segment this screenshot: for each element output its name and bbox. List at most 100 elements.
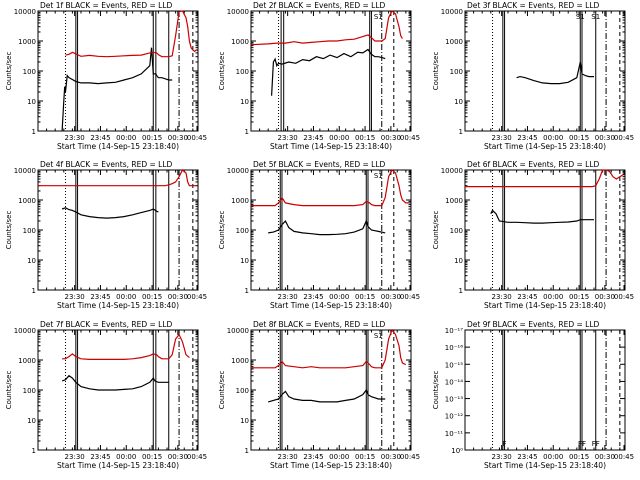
x-tick-label: 23:45 (90, 453, 110, 461)
y-tick-label: 1 (245, 287, 249, 295)
plot-frame (37, 169, 199, 291)
panel-6: Det 6f BLACK = Events, RED = LLD 1 10 100 10… (432, 160, 634, 310)
events-series-line (268, 219, 386, 236)
events-series-line (490, 209, 594, 224)
y-tick-label: 10⁻¹⁷ (445, 327, 463, 335)
x-tick-label: 00:45 (400, 293, 420, 301)
panel-3: Det 3f BLACK = Events, RED = LLD 1 10 100 10… (432, 1, 634, 151)
y-axis-label: Counts/sec (5, 211, 13, 250)
y-tick-label: 1000 (18, 197, 36, 205)
x-tick-label: 00:00 (329, 134, 349, 142)
y-tick-label: 1000 (231, 357, 249, 365)
marker-annotation: S1 (591, 13, 600, 21)
y-tick-label: 1000 (18, 357, 36, 365)
x-tick-label: 00:00 (543, 293, 563, 301)
x-tick-label: 00:30 (595, 293, 615, 301)
marker-annotation: FF (592, 440, 600, 448)
y-axis-label: Counts/sec (5, 371, 13, 410)
x-tick-label: 23:30 (492, 453, 512, 461)
x-tick-label: 23:30 (65, 453, 85, 461)
events-series-line (271, 48, 386, 96)
x-tick-label: 00:30 (595, 453, 615, 461)
x-tick-label: 23:45 (90, 134, 110, 142)
panel-7: Det 7f BLACK = Events, RED = LLD 1 10 100 10… (5, 320, 207, 470)
x-tick-label: 00:30 (595, 134, 615, 142)
plot-frame (37, 10, 199, 132)
y-tick-label: 10 (27, 257, 36, 265)
x-tick-label: 00:15 (142, 453, 162, 461)
panel-9: Det 9f BLACK = Events, RED = LLD 10⁰ 10⁻¹¹… (432, 320, 634, 470)
y-tick-label: 100 (236, 227, 249, 235)
y-tick-label: 10⁻¹⁶ (445, 344, 463, 352)
x-tick-label: 00:45 (187, 293, 207, 301)
x-axis-label: Start Time (14-Sep-15 23:18:40) (57, 142, 179, 151)
x-tick-label: 00:30 (168, 293, 188, 301)
y-tick-label: 10000 (441, 167, 463, 175)
x-tick-label: 00:00 (116, 453, 136, 461)
y-tick-label: 10000 (227, 167, 249, 175)
y-axis-label: Counts/sec (432, 52, 440, 91)
lld-series-line (251, 169, 410, 207)
y-tick-label: 10 (240, 98, 249, 106)
marker-annotation: FF (578, 440, 586, 448)
x-tick-label: 00:45 (614, 293, 634, 301)
y-tick-label: 10000 (14, 167, 36, 175)
y-tick-label: 10000 (441, 8, 463, 16)
y-tick-label: 10 (240, 257, 249, 265)
x-tick-label: 00:30 (381, 453, 401, 461)
x-tick-label: 00:15 (355, 293, 375, 301)
y-tick-label: 10000 (14, 327, 36, 335)
x-tick-label: 00:15 (569, 293, 589, 301)
plot-frame (464, 10, 626, 132)
plot-frame (464, 329, 626, 451)
panel-8: Det 8f BLACK = Events, RED = LLD 1 10 100 10… (218, 320, 420, 470)
x-tick-label: 00:45 (400, 453, 420, 461)
x-axis-label: Start Time (14-Sep-15 23:18:40) (270, 142, 392, 151)
y-tick-label: 1 (245, 447, 249, 455)
x-tick-label: 00:15 (569, 453, 589, 461)
y-tick-label: 100 (23, 387, 36, 395)
events-series-line (61, 47, 173, 132)
x-tick-label: 23:30 (278, 293, 298, 301)
x-tick-label: 00:15 (142, 134, 162, 142)
y-tick-label: 10⁻¹² (445, 413, 463, 421)
x-axis-label: Start Time (14-Sep-15 23:18:40) (484, 142, 606, 151)
lld-series-line (250, 10, 403, 46)
x-tick-label: 00:30 (168, 134, 188, 142)
y-tick-label: 100 (23, 68, 36, 76)
panel-title: Det 8f BLACK = Events, RED = LLD (253, 320, 386, 329)
x-tick-label: 00:30 (168, 453, 188, 461)
y-tick-label: 10⁻¹⁵ (445, 361, 463, 369)
x-tick-label: 00:15 (569, 134, 589, 142)
x-tick-label: 23:30 (278, 453, 298, 461)
events-series-line (268, 388, 386, 403)
y-axis-label: Counts/sec (218, 52, 226, 91)
x-tick-label: 00:45 (187, 134, 207, 142)
y-tick-label: 10 (454, 257, 463, 265)
x-tick-label: 00:30 (381, 293, 401, 301)
x-tick-label: 23:45 (303, 293, 323, 301)
y-tick-label: 1000 (18, 38, 36, 46)
marker-annotation: F (503, 440, 507, 448)
x-tick-label: 23:45 (303, 453, 323, 461)
panel-4: Det 4f BLACK = Events, RED = LLD 1 10 100 10… (5, 160, 207, 310)
x-tick-label: 23:45 (517, 134, 537, 142)
marker-annotation: S1 (374, 13, 383, 21)
y-tick-label: 1000 (231, 38, 249, 46)
y-tick-label: 1000 (231, 197, 249, 205)
events-series-line (61, 207, 159, 219)
lld-series-line (62, 333, 190, 360)
x-axis-label: Start Time (14-Sep-15 23:18:40) (270, 301, 392, 310)
panel-2: Det 2f BLACK = Events, RED = LLD 1 10 100 10… (218, 1, 420, 151)
x-axis-label: Start Time (14-Sep-15 23:18:40) (57, 301, 179, 310)
y-tick-label: 1000 (445, 38, 463, 46)
y-tick-label: 10 (454, 98, 463, 106)
panel-5: Det 5f BLACK = Events, RED = LLD 1 10 100 10… (218, 160, 420, 310)
lld-series-line (38, 169, 197, 187)
y-tick-label: 100 (236, 387, 249, 395)
x-tick-label: 00:45 (400, 134, 420, 142)
x-tick-label: 23:45 (517, 453, 537, 461)
x-tick-label: 00:45 (614, 453, 634, 461)
x-tick-label: 00:15 (355, 453, 375, 461)
